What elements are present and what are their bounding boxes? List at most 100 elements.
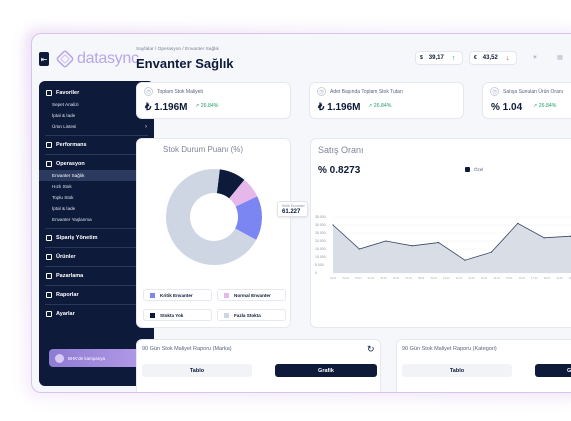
- x-tick-label: 10.01: [443, 276, 450, 280]
- stock-score-donut: [166, 169, 262, 265]
- promo-banner[interactable]: BHK'de kampanya: [49, 349, 145, 367]
- product-icon: [46, 254, 52, 260]
- donut-slice-normal-envanter[interactable]: [229, 179, 258, 207]
- x-tick-label: 11.01: [456, 276, 463, 280]
- app-window: ⇤ datasync Sayfalar / Operasyon / Envant…: [31, 33, 571, 393]
- chevron-right-icon: ›: [145, 123, 147, 130]
- theme-icon[interactable]: ☀: [532, 55, 538, 61]
- usd-rate-value: 39,17: [428, 55, 444, 61]
- sales-ratio-panel: Satış Oranı % 0.8273 Özel 35.000 30.000 25…: [310, 138, 571, 328]
- x-tick-label: 12.01: [468, 276, 475, 280]
- divider: [45, 135, 148, 136]
- legend-normal-envanter[interactable]: Normal Envanter: [217, 289, 286, 301]
- x-tick-label: 18.01: [544, 276, 551, 280]
- trend-down-icon: ↓: [505, 54, 510, 62]
- grid-icon[interactable]: ▤: [557, 55, 563, 61]
- page-title: Envanter Sağlık: [136, 56, 234, 71]
- divider: [45, 285, 148, 286]
- data-point: [464, 259, 466, 261]
- x-tick-label: 03.01: [355, 276, 362, 280]
- legend-swatch: [224, 312, 229, 318]
- eur-rate: € 43,52 ↓: [469, 51, 517, 65]
- report-card-kategori: 90 Gün Stok Maliyet Raporu (Kategori) Ta…: [396, 339, 571, 392]
- sidebar-item-urun-listesi[interactable]: Ürün Listesi ›: [52, 123, 147, 130]
- divider: [45, 247, 148, 248]
- data-point: [411, 245, 413, 247]
- divider: [45, 228, 148, 229]
- y-tick-label: 10.000: [315, 255, 326, 259]
- refresh-icon[interactable]: ↻: [367, 344, 375, 354]
- avatar: [55, 353, 64, 363]
- x-tick-label: 06.01: [393, 276, 400, 280]
- sidebar: Favoriler Sepet Analizi› İptal & İade› Ü…: [39, 81, 154, 386]
- chart-tooltip: Kritik Envanter 61.227: [277, 201, 308, 217]
- donut-slice-stokta-yok[interactable]: [216, 169, 245, 199]
- usd-rate: $ 39,17 ↑: [415, 51, 463, 65]
- x-tick-label: 08.01: [418, 276, 425, 280]
- info-icon: ◷: [144, 87, 153, 96]
- y-tick-label: 35.000: [315, 215, 326, 219]
- x-tick-label: 04.01: [368, 276, 375, 280]
- sales-ratio-area-chart: 35.000 30.000 25.000 20.000 15.000 10.000 5.00…: [315, 215, 571, 280]
- donut-slice-kritik-envanter[interactable]: [235, 196, 262, 240]
- logo-row: ⇤ datasync: [39, 48, 139, 70]
- sidebar-nav: Favoriler Sepet Analizi› İptal & İade› Ü…: [39, 87, 154, 320]
- report-icon: [46, 292, 52, 298]
- data-point: [332, 224, 334, 226]
- sales-ratio-value: % 0.8273: [318, 165, 361, 176]
- nav-head-favoriler[interactable]: Favoriler: [39, 87, 154, 99]
- y-tick-label: 0: [315, 271, 317, 275]
- breadcrumb: Sayfalar / Operasyon / Envanter Sağlık: [136, 47, 219, 52]
- x-tick-label: 01.01: [330, 276, 337, 280]
- area-fill: [333, 223, 571, 273]
- legend-swatch: [150, 292, 155, 298]
- kpi-delta: ↗ 26.84%: [368, 103, 392, 109]
- data-point: [543, 237, 545, 239]
- datasync-logo-icon: [56, 50, 74, 68]
- data-point: [358, 248, 360, 250]
- tab-grafik[interactable]: Grafik: [535, 364, 571, 377]
- stock-score-title: Stok Durum Puanı (%): [163, 145, 244, 154]
- series-legend: Özel: [465, 167, 483, 172]
- megaphone-icon: [46, 273, 52, 279]
- legend-stokta-yok[interactable]: Stokta Yok: [143, 309, 212, 321]
- tab-tablo[interactable]: Tablo: [142, 364, 252, 377]
- x-tick-label: 20.01: [569, 276, 571, 280]
- tab-grafik[interactable]: Grafik: [275, 364, 377, 377]
- donut-slice-fazla-stokta[interactable]: [166, 169, 257, 265]
- gear-icon: [46, 311, 52, 317]
- y-tick-label: 30.000: [315, 223, 326, 227]
- kpi-value: ₺ 1.196M: [145, 102, 188, 113]
- divider: [45, 154, 148, 155]
- box-icon: [46, 161, 52, 167]
- divider: [45, 304, 148, 305]
- data-point: [517, 222, 519, 224]
- x-tick-label: 19.01: [556, 276, 563, 280]
- logo-text: datasync: [77, 50, 139, 67]
- chart-icon: [46, 142, 52, 148]
- x-tick-label: 16.01: [519, 276, 526, 280]
- y-tick-label: 15.000: [315, 247, 326, 251]
- kpi-card-toplam-stok: ◷ Toplam Stok Maliyeti ₺ 1.196M ↗ 26.84%: [136, 82, 291, 119]
- data-point: [385, 240, 387, 242]
- sidebar-collapse-button[interactable]: ⇤: [39, 52, 49, 66]
- order-icon: [46, 235, 52, 241]
- legend-kritik-envanter[interactable]: Kritik Envanter: [143, 289, 212, 301]
- star-icon: [46, 90, 52, 96]
- kpi-card-adet-basinda: ◷ Adet Başında Toplam Stok Tutarı ₺ 1.19…: [309, 82, 464, 119]
- x-tick-label: 13.01: [481, 276, 488, 280]
- eur-rate-value: 43,52: [482, 55, 498, 61]
- x-tick-label: 05.01: [380, 276, 387, 280]
- tab-tablo[interactable]: Tablo: [402, 364, 512, 377]
- legend-swatch: [224, 292, 229, 298]
- x-tick-label: 17.01: [531, 276, 538, 280]
- x-tick-label: 09.01: [431, 276, 438, 280]
- data-point: [490, 251, 492, 253]
- info-icon: ◷: [490, 87, 499, 96]
- kpi-value: ₺ 1.196M: [318, 102, 361, 113]
- stock-score-panel: Stok Durum Puanı (%) Kritik Envanter Nor…: [136, 138, 291, 328]
- legend-fazla-stokta[interactable]: Fazla Stokta: [217, 309, 286, 321]
- info-icon: ◷: [317, 87, 326, 96]
- trend-up-icon: ↑: [451, 54, 456, 62]
- y-tick-label: 25.000: [315, 231, 326, 235]
